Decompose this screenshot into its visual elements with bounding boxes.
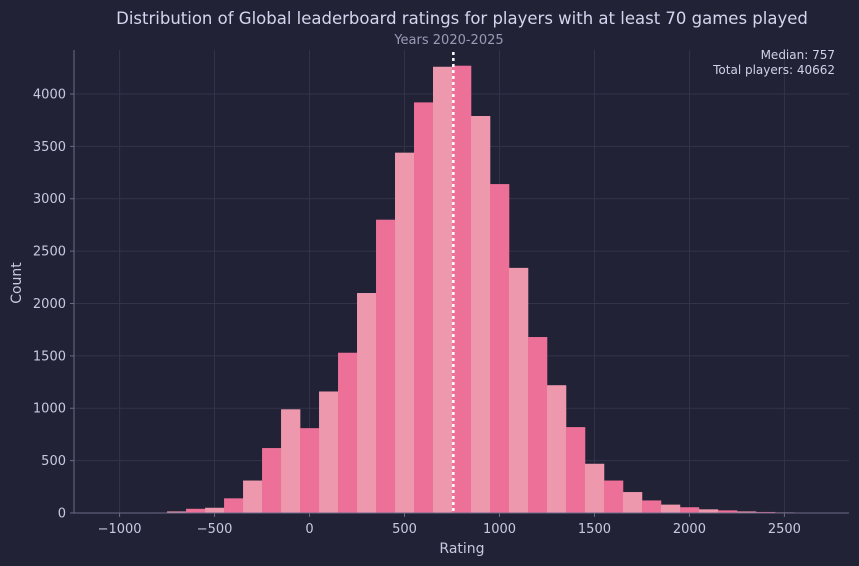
histogram-bar (376, 219, 396, 513)
histogram-bar (603, 480, 624, 513)
axes (70, 50, 849, 517)
y-tick-label: 1500 (33, 349, 66, 364)
x-tick-label: 500 (392, 522, 417, 537)
median-annotation: Median: 757 (761, 48, 835, 62)
histogram-bar (186, 508, 206, 513)
y-tick-label: 1000 (33, 402, 66, 417)
histogram-bars (110, 65, 814, 514)
histogram-bar (300, 428, 320, 513)
histogram-bar (338, 352, 358, 513)
histogram-bar (470, 115, 491, 513)
histogram-bar (243, 480, 263, 513)
histogram-bar (319, 391, 339, 513)
histogram-bar (584, 463, 605, 513)
histogram-bar (452, 65, 472, 513)
x-axis-title: Rating (439, 541, 484, 557)
y-axis-title: Count (9, 262, 25, 304)
histogram-bar (224, 498, 244, 513)
histogram-bar (565, 427, 586, 513)
x-tick-label: −1000 (98, 522, 142, 537)
histogram-bar (433, 66, 453, 513)
y-tick-label: 2000 (33, 297, 66, 312)
histogram-bar (205, 507, 225, 513)
histogram-bar (395, 152, 415, 513)
histogram-bar (641, 500, 662, 513)
total-players-annotation: Total players: 40662 (712, 63, 835, 77)
histogram-bar (167, 511, 187, 513)
y-tick-label: 3500 (33, 140, 66, 155)
histogram-bar (546, 385, 567, 513)
y-tick-label: 0 (58, 507, 66, 522)
histogram-bar (660, 504, 681, 513)
x-tick-label: 2500 (768, 522, 801, 537)
histogram-bar (262, 448, 282, 513)
x-tick-label: 2000 (673, 522, 706, 537)
y-tick-label: 500 (41, 454, 66, 469)
y-tick-label: 2500 (33, 245, 66, 260)
chart-title: Distribution of Global leaderboard ratin… (116, 9, 808, 28)
histogram-bar (717, 510, 738, 513)
histogram-bar (679, 507, 700, 513)
x-tick-label: 1000 (483, 522, 516, 537)
x-tick-label: 1500 (578, 522, 611, 537)
histogram-bar (698, 509, 719, 513)
y-tick-label: 3000 (33, 192, 66, 207)
histogram-bar (622, 492, 643, 513)
histogram-bar (527, 337, 548, 513)
y-tick-label: 4000 (33, 87, 66, 102)
x-tick-label: 0 (305, 522, 313, 537)
histogram-bar (414, 102, 434, 514)
histogram-bar (508, 267, 529, 513)
histogram-bar (755, 511, 776, 513)
x-tick-label: −500 (197, 522, 233, 537)
histogram-bar (489, 184, 510, 513)
tick-labels: −1000 −500 0 500 1000 1500 2000 2500 0 500 1000 150… (33, 87, 801, 537)
histogram-bar (281, 409, 301, 513)
histogram-bar (736, 511, 757, 513)
chart-subtitle: Years 2020-2025 (393, 33, 503, 48)
histogram-bar (357, 293, 377, 513)
